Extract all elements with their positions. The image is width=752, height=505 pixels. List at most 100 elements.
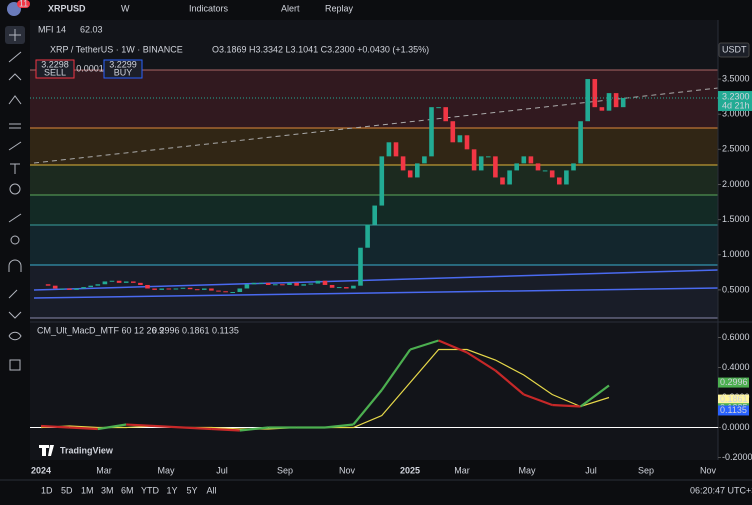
candle bbox=[344, 287, 349, 289]
candle bbox=[301, 284, 306, 286]
macd-line bbox=[466, 351, 496, 372]
candle bbox=[571, 163, 576, 171]
candle bbox=[429, 107, 434, 157]
candle bbox=[138, 282, 143, 285]
candle bbox=[528, 156, 534, 164]
candle bbox=[358, 247, 363, 286]
candle bbox=[599, 107, 605, 111]
interval[interactable]: W bbox=[121, 3, 130, 13]
side-bar bbox=[0, 18, 30, 505]
candle bbox=[251, 282, 257, 285]
candle bbox=[443, 107, 448, 122]
candle bbox=[180, 287, 186, 289]
badge-label: 0.1135 bbox=[720, 405, 747, 415]
candle bbox=[88, 285, 93, 288]
candle bbox=[422, 156, 427, 164]
replay[interactable]: Replay bbox=[325, 3, 354, 13]
badge bbox=[718, 405, 749, 416]
candle bbox=[52, 285, 58, 289]
candle bbox=[216, 290, 221, 292]
candle bbox=[407, 170, 413, 178]
legend-title: XRP / TetherUS · 1W · BINANCE bbox=[50, 44, 183, 54]
trend-line bbox=[33, 87, 719, 164]
badge-count: 11 bbox=[19, 0, 28, 8]
range-button[interactable]: 5Y bbox=[187, 485, 198, 495]
candle bbox=[102, 281, 108, 285]
macd-v1: 0.2996 bbox=[152, 325, 180, 335]
candle bbox=[230, 291, 235, 293]
candle bbox=[585, 79, 590, 122]
range-button[interactable]: 1M bbox=[81, 485, 94, 495]
candle bbox=[521, 156, 527, 164]
macd-line bbox=[324, 423, 354, 429]
candle bbox=[322, 280, 328, 285]
range-button[interactable]: YTD bbox=[141, 485, 160, 495]
currency: USDT bbox=[722, 44, 747, 54]
top-bar bbox=[0, 0, 752, 18]
badge-label: 0.2996 bbox=[720, 377, 748, 387]
candle bbox=[258, 282, 264, 284]
indicators[interactable]: Indicators bbox=[189, 3, 229, 13]
x-label: Sep bbox=[638, 465, 654, 475]
y-tick-label: 1.5000 bbox=[722, 214, 750, 224]
candle bbox=[379, 156, 385, 206]
candle bbox=[620, 98, 626, 108]
buy-button[interactable] bbox=[103, 59, 143, 79]
candle bbox=[74, 288, 79, 290]
currency-box[interactable] bbox=[718, 42, 750, 58]
spread: 0.0001 bbox=[76, 63, 104, 73]
candle bbox=[592, 79, 598, 108]
macd-line bbox=[409, 339, 439, 351]
macd-line bbox=[126, 423, 155, 428]
y-tick-label: 0.5000 bbox=[722, 284, 750, 294]
macd-line bbox=[211, 427, 240, 432]
candle bbox=[209, 288, 214, 291]
badge-label: 0.1861 bbox=[720, 394, 748, 404]
range-button[interactable]: 1D bbox=[41, 485, 53, 495]
range-button[interactable]: 5D bbox=[61, 485, 73, 495]
macd-line bbox=[239, 426, 269, 432]
candle bbox=[308, 283, 314, 285]
x-label: 2025 bbox=[400, 465, 420, 475]
macd-title: CM_Ult_MacD_MTF 60 12 26 9 bbox=[37, 325, 164, 335]
y-tick-label: 0.4000 bbox=[722, 362, 750, 372]
band bbox=[30, 225, 718, 265]
range-button[interactable]: 6M bbox=[121, 485, 134, 495]
x-label: Sep bbox=[277, 465, 293, 475]
candle bbox=[315, 280, 321, 284]
trend-line bbox=[33, 287, 719, 299]
last-price: 3.2300 bbox=[722, 91, 750, 101]
candle bbox=[159, 288, 164, 290]
range-button[interactable]: 3M bbox=[101, 485, 114, 495]
candle bbox=[280, 284, 285, 286]
candle bbox=[415, 163, 420, 178]
brand: TradingView bbox=[60, 445, 114, 455]
clock: 06:20:47 UTC+3 bbox=[690, 485, 752, 495]
candle bbox=[351, 285, 356, 289]
candle bbox=[60, 288, 65, 290]
y-tick-label: -0.2000 bbox=[722, 452, 752, 462]
y-tick-label: 0.0000 bbox=[722, 422, 750, 432]
alert[interactable]: Alert bbox=[281, 3, 300, 13]
badge bbox=[17, 0, 30, 8]
range-button[interactable]: 1Y bbox=[167, 485, 178, 495]
candle bbox=[273, 284, 278, 286]
symbol[interactable]: XRPUSD bbox=[48, 3, 86, 13]
sell-label: SELL bbox=[44, 67, 66, 77]
candle bbox=[564, 170, 569, 185]
candle bbox=[336, 287, 342, 289]
candle bbox=[81, 287, 86, 289]
candle bbox=[166, 288, 172, 290]
candle bbox=[329, 284, 335, 288]
band bbox=[30, 128, 718, 165]
macd-line bbox=[182, 426, 212, 431]
candle bbox=[549, 170, 555, 178]
y-tick-label: 3.0000 bbox=[722, 109, 750, 119]
band bbox=[30, 165, 718, 195]
sell-button[interactable] bbox=[35, 59, 75, 79]
x-label: Mar bbox=[454, 465, 470, 475]
range-button[interactable]: All bbox=[207, 485, 217, 495]
candle bbox=[450, 121, 456, 143]
x-label: May bbox=[518, 465, 536, 475]
buy-price: 3.2299 bbox=[109, 59, 137, 69]
